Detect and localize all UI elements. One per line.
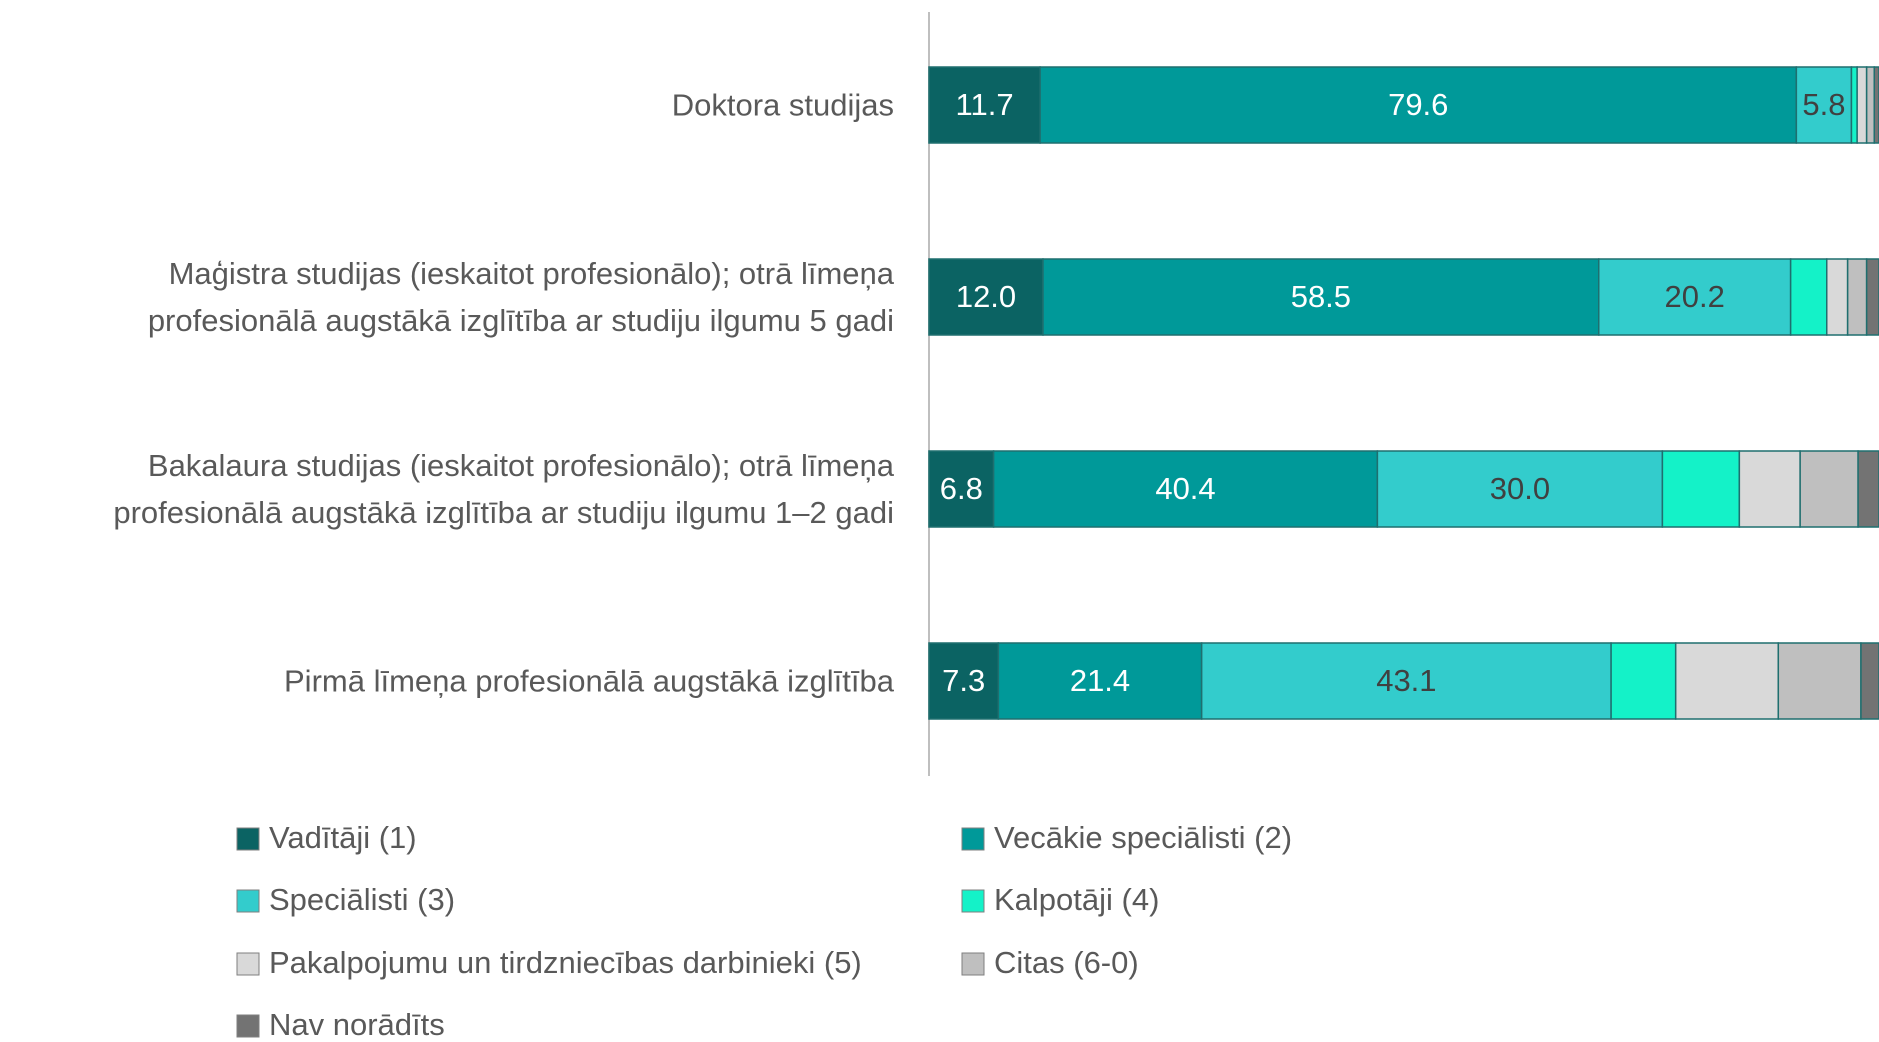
value-label: 43.1 [1376,663,1436,698]
legend-swatch [236,952,260,976]
bar-segment [1610,642,1677,720]
bar-segment [1856,66,1868,144]
bar-segment [992,450,1379,528]
bar-segment [1860,642,1879,720]
bar-segment [1777,642,1862,720]
bar-segment [1846,258,1868,336]
bar-segment [997,642,1203,720]
legend-swatch [236,827,260,851]
bar-segment [1857,450,1879,528]
category-label: Maģistra studijas (ieskaitot profesionāl… [147,256,894,338]
category-label: Bakalaura studijas (ieskaitot profesionā… [113,448,894,530]
bar-segment [1598,258,1792,336]
legend-label: Vecākie speciālisti (2) [994,820,1292,855]
value-label: 58.5 [1291,279,1351,314]
bar-segment [1661,450,1741,528]
legend-swatch [961,889,985,913]
bar-segment [1865,258,1879,336]
value-label: 20.2 [1665,279,1725,314]
value-label: 30.0 [1490,471,1550,506]
category-label: Doktora studijas [671,87,894,123]
bar-segment [1865,66,1876,144]
value-label: 11.7 [956,87,1014,122]
bar-segment [1042,258,1600,336]
legend-label: Vadītāji (1) [269,820,417,855]
bar-segment [1738,450,1801,528]
bar-segment [1826,258,1849,336]
value-label: 21.4 [1070,663,1130,698]
value-label: 6.8 [940,471,983,506]
value-label: 12.0 [956,279,1016,314]
legend-swatch [961,827,985,851]
bar-segment [1376,450,1664,528]
bar-segment [1795,66,1853,144]
bar-segment [1039,66,1798,144]
bar-segment [928,642,1000,720]
value-label: 79.6 [1388,87,1448,122]
legend-label: Nav norādīts [269,1007,445,1042]
legend-label: Kalpotāji (4) [994,882,1159,917]
bar-segment [1850,66,1858,144]
value-label: 7.3 [942,663,985,698]
legend-swatch [236,1014,260,1038]
bar-segment [1200,642,1612,720]
legend-swatch [961,952,985,976]
bar-segment [928,450,995,528]
value-label: 5.8 [1802,87,1845,122]
bar-segment [1789,258,1828,336]
legend-label: Speciālisti (3) [269,882,455,917]
value-label: 40.4 [1155,471,1215,506]
legend-swatch [236,889,260,913]
bar-segment [1873,66,1879,144]
legend-label: Citas (6-0) [994,945,1139,980]
category-label: Pirmā līmeņa profesionālā augstākā izglī… [284,663,894,699]
bar-segment [1799,450,1859,528]
bar-segment [928,258,1044,336]
legend-label: Pakalpojumu un tirdzniecības darbinieki … [269,945,862,980]
bar-segment [1674,642,1780,720]
